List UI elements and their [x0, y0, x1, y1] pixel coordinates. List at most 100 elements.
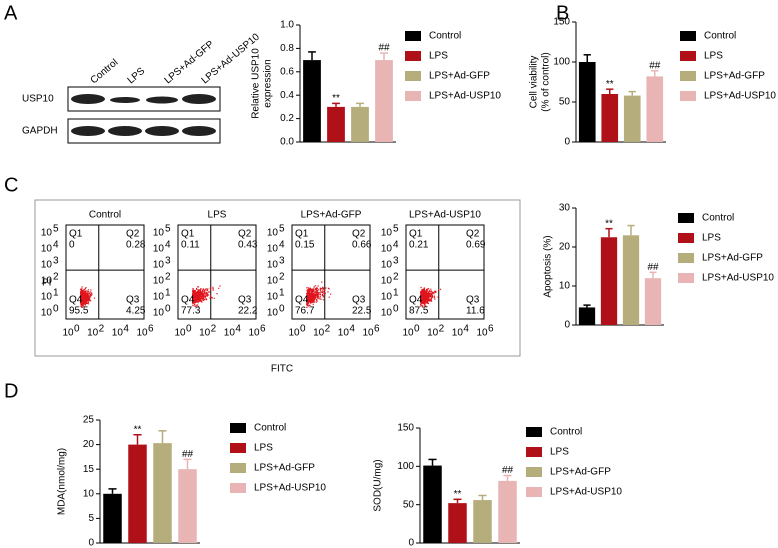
legend-swatch	[405, 51, 421, 61]
y-tick-label: 25	[83, 415, 95, 426]
quadrant-label: Q4	[409, 295, 423, 306]
legend-label: Control	[254, 423, 286, 434]
flow-ylabel: PI	[42, 278, 51, 289]
y-tick-base: 10	[267, 292, 279, 303]
y-tick-label: 0.0	[280, 137, 294, 148]
quadrant-label: Q3	[238, 295, 252, 306]
flow-title: Control	[89, 210, 121, 221]
y-tick-label: 0.8	[280, 43, 294, 54]
flow-title: LPS+Ad-USP10	[409, 210, 481, 221]
quadrant-value: 0.43	[238, 240, 258, 251]
y-tick-exp: 2	[53, 272, 59, 283]
legend-swatch	[405, 71, 421, 81]
y-tick-exp: 2	[165, 272, 171, 283]
significance: ##	[647, 262, 659, 273]
y-tick-exp: 0	[279, 304, 285, 315]
x-tick-base: 10	[313, 328, 325, 339]
legend-swatch	[678, 213, 694, 223]
quadrant-label: Q1	[181, 229, 195, 240]
x-tick-exp: 4	[123, 324, 129, 335]
y-tick-label: 50	[559, 97, 571, 108]
legend-swatch	[680, 51, 696, 61]
y-tick-label: 0.4	[280, 90, 294, 101]
y-tick-exp: 1	[53, 288, 59, 299]
x-tick-exp: 6	[260, 324, 266, 335]
flow-frame	[34, 199, 521, 357]
x-tick-base: 10	[288, 328, 300, 339]
legend-label: LPS+Ad-GFP	[429, 71, 490, 82]
significance: ##	[649, 60, 661, 71]
legend-swatch	[526, 467, 542, 477]
y-tick-label: 0.2	[280, 113, 294, 124]
legend-label: LPS+Ad-USP10	[550, 487, 622, 498]
quadrant-label: Q2	[126, 229, 140, 240]
y-tick-exp: 5	[165, 224, 171, 235]
quadrant-value: 76.7	[295, 306, 315, 317]
quadrant-value: 0.11	[181, 240, 200, 251]
row-label: GAPDH	[22, 126, 58, 137]
legend-label: LPS+Ad-USP10	[702, 273, 774, 284]
x-tick-exp: 2	[211, 324, 217, 335]
y-tick-base: 10	[267, 276, 279, 287]
y-tick-base: 10	[267, 244, 279, 255]
bar	[423, 465, 442, 543]
flow-plot	[291, 224, 371, 320]
x-tick-exp: 2	[325, 324, 331, 335]
x-tick-exp: 0	[414, 324, 420, 335]
panel-label: B	[556, 2, 569, 24]
blot-bands	[71, 94, 216, 136]
quadrant-value: 0.69	[466, 240, 486, 251]
y-tick-label: 5	[88, 513, 94, 524]
y-tick-base: 10	[381, 276, 393, 287]
quadrant-label: Q1	[295, 229, 309, 240]
legend-label: LPS+Ad-GFP	[704, 71, 765, 82]
y-tick-base: 10	[41, 228, 53, 239]
y-tick-exp: 1	[165, 288, 171, 299]
y-tick-base: 10	[41, 308, 53, 319]
y-tick-exp: 5	[53, 224, 59, 235]
y-tick-exp: 3	[279, 256, 285, 267]
y-tick-label: 100	[553, 57, 570, 68]
x-tick-exp: 4	[349, 324, 355, 335]
y-tick-exp: 3	[53, 256, 59, 267]
y-tick-exp: 3	[165, 256, 171, 267]
quadrant-value: 0.66	[352, 240, 372, 251]
y-tick-label: 0	[564, 320, 570, 331]
panel-label: C	[4, 174, 18, 196]
y-tick-exp: 5	[279, 224, 285, 235]
significance: **	[605, 218, 613, 229]
y-axis-label: MDA(nmol/mg)	[57, 448, 68, 515]
x-tick-base: 10	[338, 328, 350, 339]
x-tick-exp: 6	[148, 324, 154, 335]
bar	[578, 307, 596, 325]
quadrant-value: 0.21	[409, 240, 429, 251]
x-tick-base: 10	[248, 328, 260, 339]
flow-title: LPS	[208, 210, 227, 221]
quadrant-label: Q1	[409, 229, 423, 240]
flow-xlabel: FITC	[271, 364, 293, 375]
y-tick-label: 50	[403, 499, 415, 510]
y-tick-base: 10	[153, 308, 165, 319]
flow-dots	[80, 286, 96, 308]
x-tick-exp: 6	[374, 324, 380, 335]
quadrant-value: 0.28	[126, 240, 146, 251]
y-tick-base: 10	[381, 292, 393, 303]
y-tick-base: 10	[41, 292, 53, 303]
y-tick-exp: 0	[53, 304, 59, 315]
bar	[578, 62, 596, 142]
legend-swatch	[526, 447, 542, 457]
quadrant-value: 22.2	[238, 306, 258, 317]
bar	[103, 493, 122, 543]
significance: ##	[378, 43, 390, 54]
y-tick-label: 150	[553, 17, 570, 28]
flow-plot	[65, 224, 145, 320]
y-tick-exp: 1	[393, 288, 399, 299]
y-tick-exp: 0	[165, 304, 171, 315]
y-axis-label: Apoptosis (%)	[543, 235, 554, 297]
y-tick-label: 1.0	[280, 20, 294, 31]
legend-label: LPS+Ad-USP10	[704, 91, 776, 102]
y-tick-base: 10	[153, 228, 165, 239]
legend-swatch	[678, 253, 694, 263]
panel-label: A	[4, 2, 18, 24]
y-tick-label: 20	[559, 242, 571, 253]
